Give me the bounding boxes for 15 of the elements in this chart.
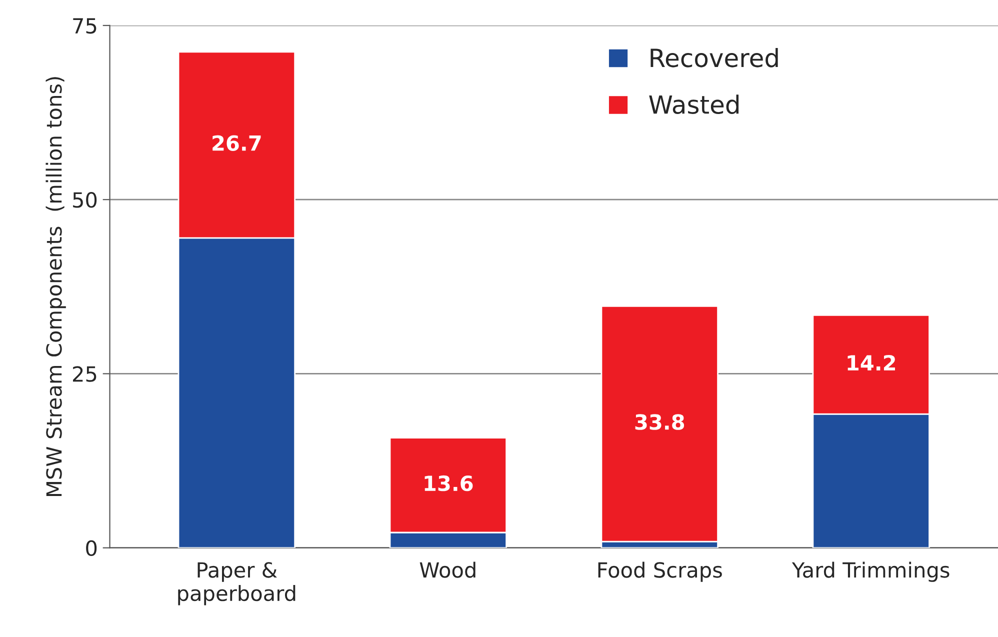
x-tick-label: Wood <box>420 562 476 578</box>
x-tick-label: Food Scraps <box>598 562 722 582</box>
data-label: 33.8 <box>635 414 684 430</box>
y-tick-label: 0 <box>86 540 97 556</box>
data-label: 14.2 <box>848 354 896 370</box>
x-tick-label: Yard Trimmings <box>792 562 950 582</box>
legend-label: Wasted <box>649 94 739 114</box>
y-axis-title: MSW Stream Components (million tons) <box>46 77 66 496</box>
data-label: 13.6 <box>424 475 473 492</box>
data-label: 26.7 <box>212 135 261 151</box>
y-tick-label: 50 <box>73 192 97 208</box>
legend-label: Recovered <box>650 48 778 68</box>
x-tick-label: Paper & paperboard <box>178 562 296 606</box>
y-tick-label: 25 <box>72 366 96 382</box>
y-tick-label: 75 <box>73 18 96 34</box>
